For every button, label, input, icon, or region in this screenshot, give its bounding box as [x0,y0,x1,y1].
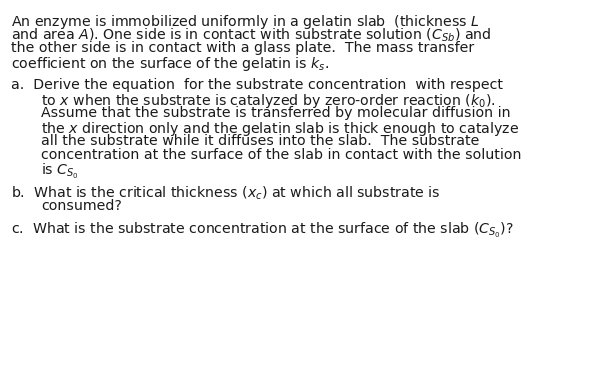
Text: concentration at the surface of the slab in contact with the solution: concentration at the surface of the slab… [41,148,522,162]
Text: b.  What is the critical thickness ($x_c$) at which all substrate is: b. What is the critical thickness ($x_c$… [11,185,440,202]
Text: the other side is in contact with a glass plate.  The mass transfer: the other side is in contact with a glas… [11,41,474,55]
Text: is $C_{S_0}$: is $C_{S_0}$ [41,162,79,181]
Text: the $x$ direction only and the gelatin slab is thick enough to catalyze: the $x$ direction only and the gelatin s… [41,120,519,138]
Text: Assume that the substrate is transferred by molecular diffusion in: Assume that the substrate is transferred… [41,106,511,120]
Text: consumed?: consumed? [41,199,122,213]
Text: all the substrate while it diffuses into the slab.  The substrate: all the substrate while it diffuses into… [41,134,479,148]
Text: An enzyme is immobilized uniformly in a gelatin slab  (thickness $L$: An enzyme is immobilized uniformly in a … [11,13,479,31]
Text: a.  Derive the equation  for the substrate concentration  with respect: a. Derive the equation for the substrate… [11,78,503,92]
Text: c.  What is the substrate concentration at the surface of the slab ($C_{S_0}$)?: c. What is the substrate concentration a… [11,221,514,240]
Text: coefficient on the surface of the gelatin is $k_s$.: coefficient on the surface of the gelati… [11,55,329,73]
Text: and area $A$). One side is in contact with substrate solution ($C_{Sb}$) and: and area $A$). One side is in contact wi… [11,27,491,45]
Text: to $x$ when the substrate is catalyzed by zero-order reaction ($k_0$).: to $x$ when the substrate is catalyzed b… [41,92,496,110]
